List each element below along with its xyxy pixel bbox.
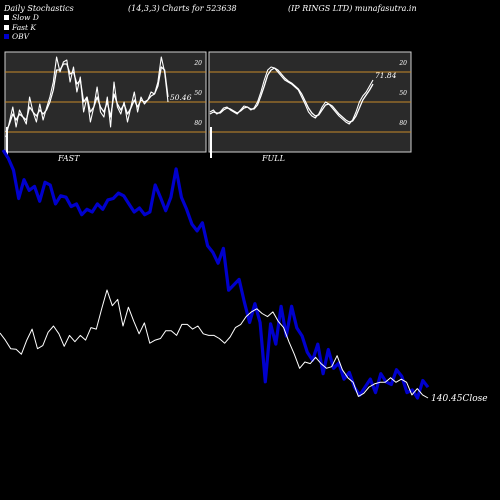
legend-swatch-slow-d <box>4 15 9 21</box>
chart-title: Daily Stochastics <box>4 4 74 13</box>
price-obv-panel: 140.45Close <box>0 149 488 404</box>
full-d-line <box>209 67 374 123</box>
legend-swatch-fast-k <box>4 24 9 30</box>
fast-tick-label-80: 20 <box>193 60 202 67</box>
full-tick-label-80: 20 <box>398 60 407 67</box>
fast-stochastic-panel: 80 50 20 50.46 <box>4 51 207 158</box>
fast-panel-label: FAST <box>58 154 80 163</box>
full-last-value-label: 71.84 <box>375 71 397 80</box>
fast-tick-label-50: 50 <box>194 90 202 97</box>
close-price-line <box>0 289 429 399</box>
legend-label-fast-k: Fast K <box>12 22 37 32</box>
full-tick-label-20: 80 <box>399 120 407 127</box>
obv-line <box>1 149 430 400</box>
full-k-line <box>209 66 374 125</box>
chart-params: (14,3,3) Charts for 523638 <box>128 4 237 13</box>
close-price-suffix: Close <box>463 394 488 404</box>
company-name: (IP RINGS LTD) munafasutra.in <box>288 4 417 13</box>
full-tick-label-50: 50 <box>399 90 407 97</box>
fast-d-line <box>5 63 169 133</box>
close-price-label: 140.45Close <box>431 394 488 404</box>
fast-tick-label-20: 80 <box>194 120 202 127</box>
legend-swatch-obv <box>4 34 9 40</box>
close-price-value: 140.45 <box>431 394 463 404</box>
legend-item-slow-d: Slow D <box>4 13 39 23</box>
fast-last-value-label: 50.46 <box>170 93 192 102</box>
legend-item-obv: OBV <box>4 32 39 42</box>
legend-label-slow-d: Slow D <box>12 13 39 22</box>
legend: Slow D Fast K OBV <box>4 13 39 42</box>
legend-item-fast-k: Fast K <box>4 23 39 33</box>
legend-label-obv: OBV <box>12 32 30 41</box>
full-panel-label: FULL <box>262 154 285 163</box>
